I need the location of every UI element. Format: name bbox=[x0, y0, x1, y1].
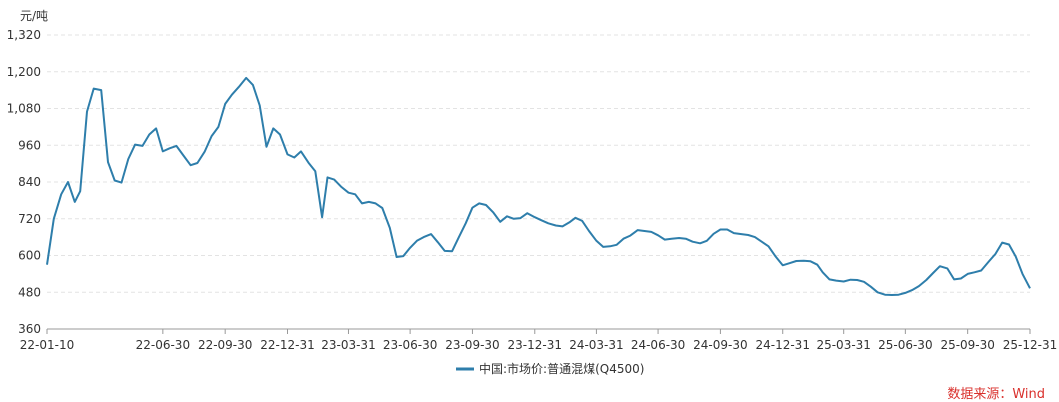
x-tick-label: 24-09-30 bbox=[693, 338, 747, 352]
y-tick-label: 840 bbox=[18, 175, 41, 189]
x-tick-label: 23-06-30 bbox=[383, 338, 437, 352]
y-tick-label: 720 bbox=[18, 212, 41, 226]
x-tick-label: 24-12-31 bbox=[755, 338, 809, 352]
y-tick-label: 480 bbox=[18, 285, 41, 299]
y-tick-label: 1,200 bbox=[7, 65, 41, 79]
legend-label: 中国:市场价:普通混煤(Q4500) bbox=[479, 361, 644, 376]
y-axis-unit-label: 元/吨 bbox=[20, 9, 48, 23]
x-tick-label: 24-03-31 bbox=[569, 338, 623, 352]
source-label: 数据来源：Wind bbox=[947, 387, 1045, 402]
y-axis: 360 480 600 720 840 960 1,080 1,200 1,320 bbox=[7, 28, 41, 336]
x-tick-label: 22-01-10 bbox=[20, 338, 74, 352]
y-tick-label: 360 bbox=[18, 322, 41, 336]
x-tick-label: 22-06-30 bbox=[136, 338, 190, 352]
x-tick-label: 25-09-30 bbox=[940, 338, 994, 352]
x-tick-label: 23-03-31 bbox=[321, 338, 375, 352]
x-tick-label: 23-09-30 bbox=[445, 338, 499, 352]
x-tick-label: 24-06-30 bbox=[631, 338, 685, 352]
x-tick-label: 25-12-31 bbox=[1003, 338, 1057, 352]
series-line bbox=[46, 76, 1031, 296]
y-tick-label: 1,320 bbox=[7, 28, 41, 42]
x-tick-label: 25-06-30 bbox=[878, 338, 932, 352]
x-tick-label: 23-12-31 bbox=[508, 338, 562, 352]
x-tick-label: 25-03-31 bbox=[816, 338, 870, 352]
x-tick-label: 22-09-30 bbox=[198, 338, 252, 352]
y-tick-label: 600 bbox=[18, 249, 41, 263]
y-tick-label: 960 bbox=[18, 138, 41, 152]
x-axis: 22-01-10 22-06-30 22-09-30 22-12-31 23-03-31… bbox=[20, 328, 1057, 352]
legend[interactable]: 中国:市场价:普通混煤(Q4500) bbox=[456, 361, 644, 376]
y-tick-label: 1,080 bbox=[7, 102, 41, 116]
x-tick-label: 22-12-31 bbox=[260, 338, 314, 352]
